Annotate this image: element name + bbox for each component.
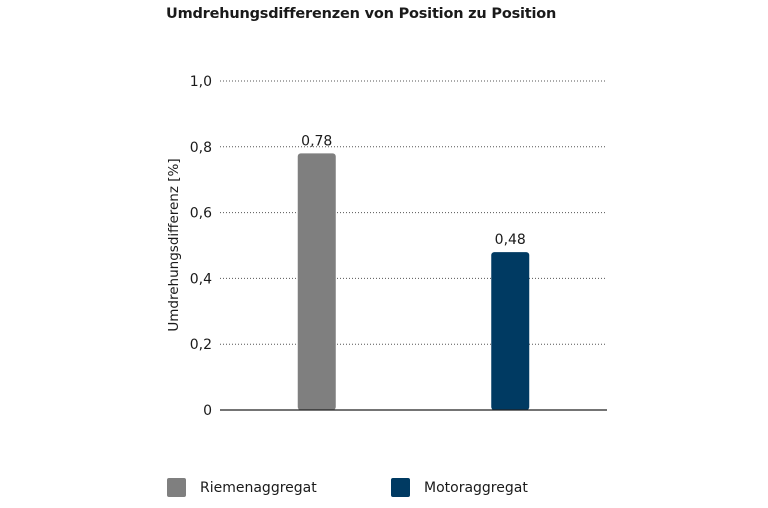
y-tick-label: 1,0	[190, 74, 212, 90]
bar-chart: 0 0,2 0,4 0,6 0,8 1,0 Umdrehungsdifferenz [%] 0…	[166, 74, 607, 419]
legend-item-riemenaggregat: Riemenaggregat	[167, 478, 317, 497]
legend-label-riemenaggregat: Riemenaggregat	[200, 479, 317, 496]
legend-swatch-motoraggregat	[391, 478, 410, 497]
chart-title: Umdrehungsdifferenzen von Position zu Po…	[166, 6, 557, 22]
y-tick-label: 0,4	[190, 271, 212, 287]
bar-motoraggregat	[491, 252, 530, 410]
bar-value-label: 0,78	[301, 133, 332, 149]
bar-value-label: 0,48	[495, 232, 526, 248]
y-axis-label: Umdrehungsdifferenz [%]	[166, 158, 182, 331]
y-tick-label: 0,6	[190, 206, 212, 222]
y-tick-label: 0	[203, 403, 212, 419]
legend-label-motoraggregat: Motoraggregat	[424, 479, 528, 496]
y-tick-label: 0,2	[190, 337, 212, 353]
legend-item-motoraggregat: Motoraggregat	[391, 478, 528, 497]
legend-swatch-riemenaggregat	[167, 478, 186, 497]
bar-riemenaggregat	[297, 153, 336, 410]
y-tick-label: 0,8	[190, 140, 212, 156]
